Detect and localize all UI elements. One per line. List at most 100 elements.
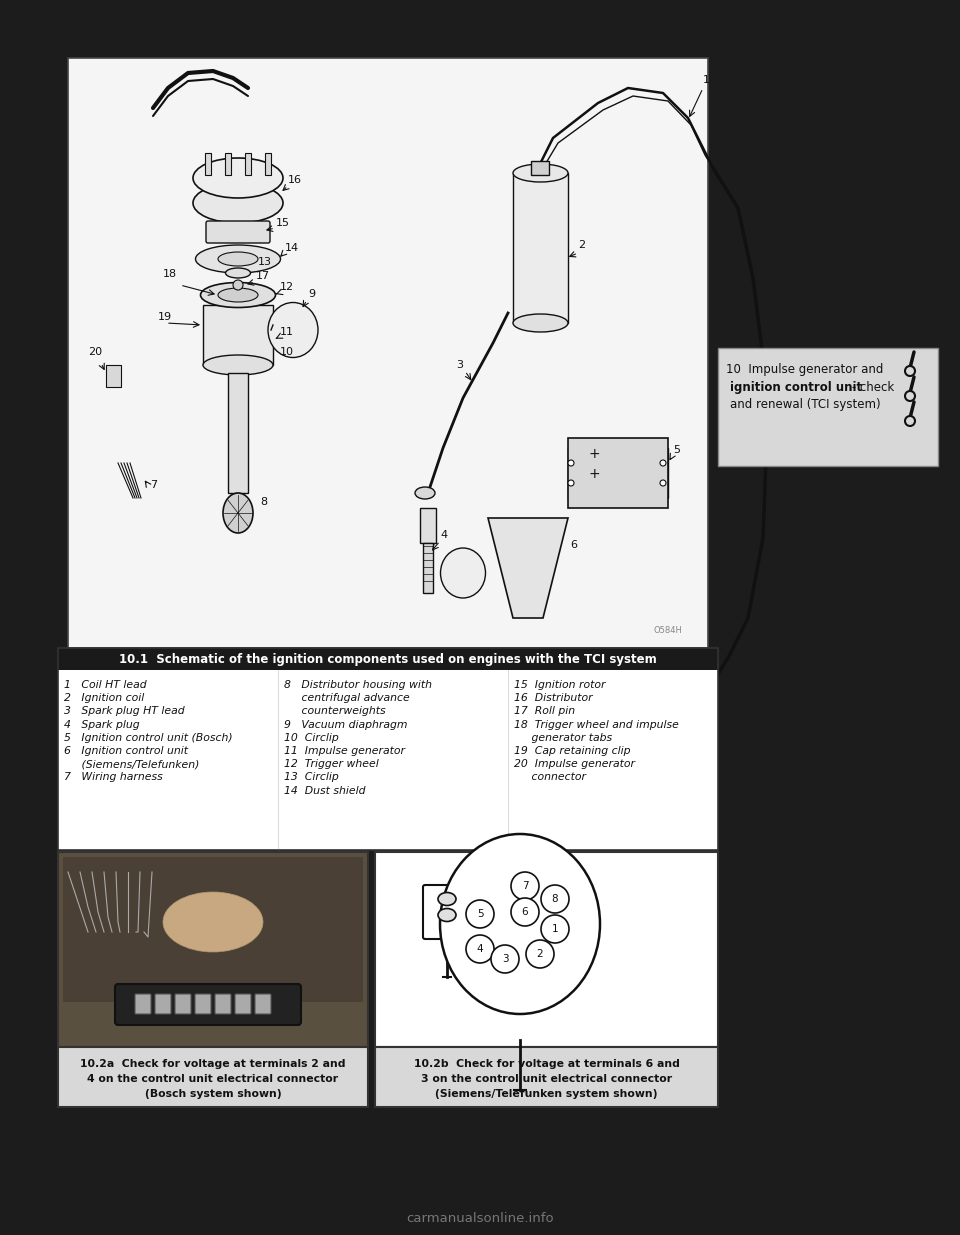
Circle shape [905,366,915,375]
Ellipse shape [415,487,435,499]
Text: (Siemens/Telefunken): (Siemens/Telefunken) [64,760,200,769]
Text: generator tabs: generator tabs [514,732,612,742]
Text: 10.1  Schematic of the ignition components used on engines with the TCI system: 10.1 Schematic of the ignition component… [119,652,657,666]
Text: 2: 2 [537,948,543,960]
Text: 8   Distributor housing with: 8 Distributor housing with [284,680,432,690]
Bar [205,153,211,175]
Text: 13  Circlip: 13 Circlip [284,772,339,783]
Text: 14: 14 [285,243,300,253]
Text: 8: 8 [552,894,559,904]
Text: 19: 19 [158,312,172,322]
Text: O584H: O584H [653,626,682,635]
Text: 6: 6 [521,906,528,918]
Text: +: + [588,447,600,461]
Text: carmanualsonline.info: carmanualsonline.info [406,1212,554,1224]
Text: 7: 7 [521,881,528,890]
Circle shape [526,940,554,968]
Text: 10.2a  Check for voltage at terminals 2 and: 10.2a Check for voltage at terminals 2 a… [81,1058,346,1070]
Text: 5: 5 [477,909,483,919]
Text: and renewal (TCI system): and renewal (TCI system) [730,398,880,411]
Text: 10: 10 [280,347,294,357]
Text: 17: 17 [256,270,270,282]
Bar [58,852,368,1047]
Text: 14  Dust shield: 14 Dust shield [284,785,366,795]
Polygon shape [488,517,568,618]
Text: 11  Impulse generator: 11 Impulse generator [284,746,405,756]
Bar [68,58,708,648]
Bar [375,1047,718,1107]
Ellipse shape [513,164,568,182]
Ellipse shape [268,303,318,357]
Ellipse shape [440,834,600,1014]
Bar [58,648,718,671]
Text: (Bosch system shown): (Bosch system shown) [145,1089,281,1099]
Text: 12  Trigger wheel: 12 Trigger wheel [284,760,379,769]
Bar [660,448,668,498]
Ellipse shape [438,893,456,905]
Text: 20  Impulse generator: 20 Impulse generator [514,760,635,769]
Text: 2   Ignition coil: 2 Ignition coil [64,693,144,703]
Circle shape [466,900,494,927]
Text: 12: 12 [280,282,294,291]
Circle shape [491,945,519,973]
Circle shape [541,915,569,944]
Ellipse shape [203,354,273,375]
Bar [531,161,549,175]
Circle shape [568,459,574,466]
Circle shape [511,872,539,900]
Text: 18: 18 [163,269,178,279]
Text: 7: 7 [150,480,157,490]
Circle shape [660,459,666,466]
Text: 6: 6 [570,540,577,550]
Bar [228,373,248,493]
Bar [225,153,231,175]
Bar [58,671,718,850]
Text: 15  Ignition rotor: 15 Ignition rotor [514,680,606,690]
Bar [58,648,718,850]
Circle shape [541,885,569,913]
Text: 3 on the control unit electrical connector: 3 on the control unit electrical connect… [420,1074,672,1084]
Circle shape [233,280,243,290]
Bar [513,173,568,324]
Text: 13: 13 [258,257,272,267]
Ellipse shape [218,288,258,303]
Bar [568,438,668,508]
Circle shape [511,898,539,926]
Text: 4 on the control unit electrical connector: 4 on the control unit electrical connect… [87,1074,339,1084]
Bar [718,348,938,466]
Text: 1: 1 [552,924,559,934]
Ellipse shape [513,314,568,332]
Ellipse shape [438,909,456,921]
FancyBboxPatch shape [106,366,121,387]
Bar [375,852,718,1047]
Text: 10  Circlip: 10 Circlip [284,732,339,742]
Text: 9   Vacuum diaphragm: 9 Vacuum diaphragm [284,720,407,730]
FancyBboxPatch shape [215,994,231,1014]
Bar [203,305,273,366]
Text: 17  Roll pin: 17 Roll pin [514,706,575,716]
FancyBboxPatch shape [195,994,211,1014]
FancyBboxPatch shape [255,994,271,1014]
Text: 19  Cap retaining clip: 19 Cap retaining clip [514,746,631,756]
Ellipse shape [223,493,253,534]
Ellipse shape [201,283,276,308]
Circle shape [905,391,915,401]
Text: 2: 2 [578,240,586,249]
Text: 15: 15 [276,219,290,228]
Bar [245,153,251,175]
Text: 7   Wiring harness: 7 Wiring harness [64,772,163,783]
FancyBboxPatch shape [423,885,472,939]
Bar [423,543,433,593]
Text: counterweights: counterweights [284,706,386,716]
Text: 16  Distributor: 16 Distributor [514,693,592,703]
Text: +: + [588,467,600,480]
Text: (Siemens/Telefunken system shown): (Siemens/Telefunken system shown) [435,1089,658,1099]
Text: 5   Ignition control unit (Bosch): 5 Ignition control unit (Bosch) [64,732,232,742]
Text: 5: 5 [673,445,680,454]
Ellipse shape [193,158,283,198]
Circle shape [905,416,915,426]
FancyBboxPatch shape [135,994,151,1014]
Text: 8: 8 [260,496,267,508]
Ellipse shape [218,252,258,266]
Text: 4: 4 [477,944,483,953]
